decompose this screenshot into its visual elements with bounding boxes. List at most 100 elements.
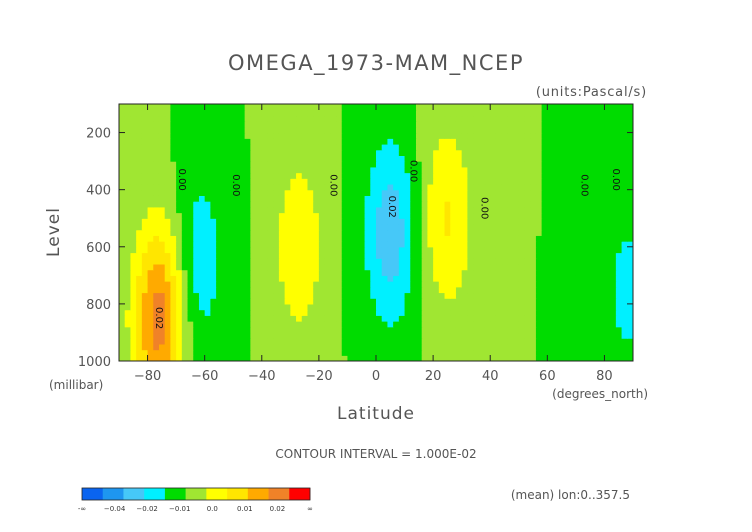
- field-cell: [147, 172, 154, 179]
- field-cell: [324, 178, 331, 185]
- field-cell: [535, 309, 543, 316]
- field-cell: [621, 149, 628, 156]
- field-cell: [347, 138, 354, 145]
- field-cell: [564, 321, 571, 328]
- field-cell: [290, 246, 297, 254]
- field-cell: [381, 263, 389, 271]
- field-cell: [615, 355, 623, 361]
- field-cell: [256, 235, 263, 242]
- field-cell: [376, 332, 383, 339]
- field-cell: [204, 189, 211, 196]
- field-cell: [250, 321, 257, 328]
- field-cell: [541, 138, 548, 145]
- field-cell: [387, 183, 394, 191]
- field-cell: [507, 281, 514, 288]
- field-cell: [433, 321, 440, 328]
- field-cell: [364, 183, 371, 191]
- field-cell: [507, 109, 514, 117]
- field-cell: [158, 281, 166, 288]
- field-cell: [495, 121, 503, 128]
- field-cell: [393, 138, 400, 145]
- field-cell: [198, 195, 206, 202]
- field-cell: [130, 355, 137, 361]
- field-cell: [193, 189, 200, 196]
- field-cell: [507, 149, 514, 156]
- field-cell: [558, 149, 566, 156]
- field-cell: [227, 298, 234, 305]
- field-cell: [570, 286, 577, 294]
- field-cell: [250, 235, 257, 242]
- field-cell: [575, 343, 583, 351]
- field-cell: [147, 252, 154, 259]
- field-cell: [421, 223, 428, 231]
- field-cell: [547, 332, 554, 339]
- field-cell: [198, 104, 206, 111]
- field-cell: [478, 349, 486, 356]
- field-cell: [530, 326, 537, 334]
- field-cell: [141, 281, 149, 288]
- field-cell: [398, 258, 406, 265]
- field-cell: [233, 126, 240, 134]
- field-cell: [376, 132, 383, 139]
- field-cell: [187, 298, 194, 305]
- field-cell: [227, 155, 234, 162]
- field-cell: [153, 246, 160, 254]
- field-cell: [256, 183, 263, 191]
- field-cell: [575, 286, 583, 294]
- field-cell: [467, 355, 474, 361]
- field-cell: [307, 166, 314, 174]
- field-cell: [296, 298, 303, 305]
- field-cell: [307, 104, 314, 111]
- field-cell: [170, 309, 177, 316]
- field-cell: [170, 104, 177, 111]
- field-cell: [467, 143, 474, 151]
- field-cell: [153, 223, 160, 231]
- field-cell: [336, 235, 343, 242]
- field-cell: [570, 195, 577, 202]
- field-cell: [495, 166, 503, 174]
- field-cell: [495, 178, 503, 185]
- field-cell: [535, 229, 543, 236]
- field-cell: [267, 172, 274, 179]
- field-cell: [598, 332, 606, 339]
- field-cell: [387, 109, 394, 117]
- field-cell: [124, 355, 132, 361]
- field-cell: [216, 223, 223, 231]
- field-cell: [376, 258, 383, 265]
- field-cell: [455, 195, 463, 202]
- field-cell: [210, 149, 217, 156]
- field-cell: [147, 269, 154, 276]
- field-cell: [421, 201, 428, 208]
- field-cell: [381, 109, 389, 117]
- field-cell: [381, 326, 389, 334]
- field-cell: [473, 183, 480, 191]
- field-cell: [535, 206, 543, 214]
- field-cell: [347, 229, 354, 236]
- field-cell: [490, 104, 497, 111]
- field-cell: [610, 292, 617, 299]
- field-cell: [244, 286, 251, 294]
- field-cell: [290, 104, 297, 111]
- field-cell: [238, 258, 246, 265]
- field-cell: [210, 183, 217, 191]
- field-cell: [513, 132, 520, 139]
- field-cell: [570, 349, 577, 356]
- field-cell: [136, 292, 143, 299]
- field-cell: [141, 355, 149, 361]
- field-cell: [267, 183, 274, 191]
- field-cell: [341, 115, 349, 122]
- field-cell: [495, 149, 503, 156]
- field-cell: [290, 189, 297, 196]
- field-cell: [541, 155, 548, 162]
- field-cell: [421, 258, 428, 265]
- field-cell: [410, 229, 417, 236]
- field-cell: [501, 315, 508, 322]
- field-cell: [461, 121, 468, 128]
- field-cell: [347, 132, 354, 139]
- field-cell: [198, 292, 206, 299]
- field-cell: [518, 338, 526, 345]
- field-cell: [564, 315, 571, 322]
- field-cell: [233, 355, 240, 361]
- field-cell: [518, 189, 526, 196]
- field-cell: [530, 132, 537, 139]
